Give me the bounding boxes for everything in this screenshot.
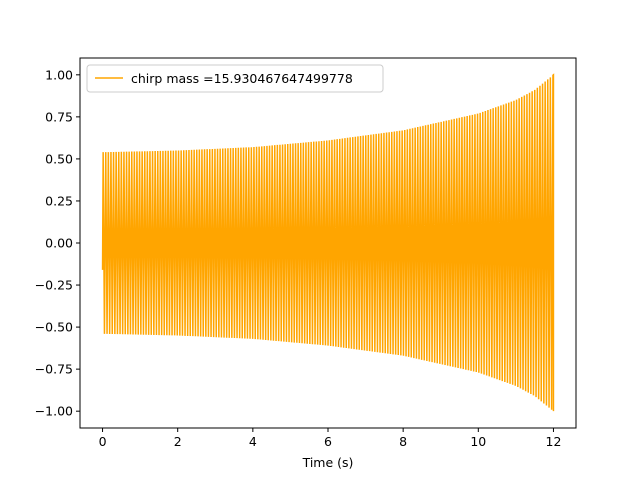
legend: chirp mass =15.930467647499778 bbox=[86, 64, 384, 93]
series-line-chirp bbox=[101, 73, 555, 412]
x-tick-label: 0 bbox=[99, 434, 107, 449]
y-axis-ticks: 1.00 0.75 0.50 0.25 0.00 −0.25 −0.50 −0.75 −1.00 bbox=[35, 67, 80, 419]
x-tick-label: 8 bbox=[399, 434, 407, 449]
y-tick-label: −0.50 bbox=[35, 320, 73, 335]
y-tick-label: 0.50 bbox=[45, 151, 73, 166]
y-tick-label: 0.25 bbox=[45, 193, 73, 208]
x-tick-label: 4 bbox=[249, 434, 257, 449]
y-tick-label: −0.25 bbox=[35, 278, 73, 293]
x-tick-label: 2 bbox=[174, 434, 182, 449]
y-tick-label: −1.00 bbox=[35, 404, 73, 419]
legend-series-name: chirp mass =15.930467647499778 bbox=[131, 71, 353, 86]
y-tick-label: 0.75 bbox=[45, 109, 73, 124]
y-tick-label: −0.75 bbox=[35, 362, 73, 377]
x-axis-ticks: 0 2 4 6 8 10 12 bbox=[99, 428, 562, 449]
x-tick-label: 6 bbox=[324, 434, 332, 449]
x-tick-label: 10 bbox=[470, 434, 486, 449]
y-tick-label: 0.00 bbox=[45, 236, 73, 251]
legend-box bbox=[86, 64, 384, 93]
x-tick-label: 12 bbox=[546, 434, 562, 449]
y-tick-label: 1.00 bbox=[45, 67, 73, 82]
series-layer bbox=[101, 73, 555, 412]
x-axis-label: Time (s) bbox=[302, 455, 354, 470]
